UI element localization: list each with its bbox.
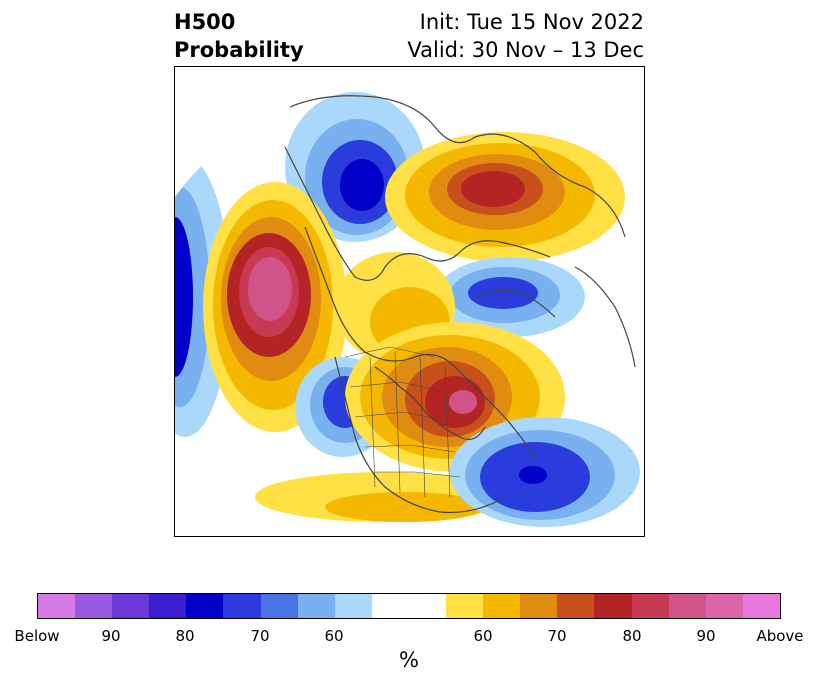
swatch-below-60: [334, 594, 372, 618]
swatch-above-90: [668, 594, 706, 618]
colorbar: [37, 593, 781, 619]
coastlines: [284, 95, 636, 514]
above-anomaly-pacific: [203, 182, 347, 432]
swatch-below-80: [186, 594, 224, 618]
state-borders: [344, 346, 461, 498]
swatch-above-65: [483, 594, 521, 618]
anomaly-field: [175, 92, 640, 527]
swatch-above-80: [594, 594, 632, 618]
tick-label-below-80: 80: [175, 627, 195, 645]
valid-range: Valid: 30 Nov – 13 Dec: [407, 38, 644, 62]
swatch-above-60: [446, 594, 484, 618]
tick-label-below-60: 60: [324, 627, 344, 645]
below-anomaly-atlantic: [435, 257, 585, 337]
swatch-below-65: [297, 594, 335, 618]
swatch-below-70: [260, 594, 298, 618]
tick-label-below-70: 70: [250, 627, 270, 645]
tick-label-above-90: 90: [696, 627, 716, 645]
swatch-above-75: [557, 594, 595, 618]
swatch-below-75: [223, 594, 261, 618]
swatch-above-70: [520, 594, 558, 618]
map-title: H500 Probability: [174, 8, 304, 64]
tick-label-above-70: 70: [547, 627, 567, 645]
tick-label-above: Above: [756, 627, 804, 645]
tick-label-below: Below: [14, 627, 60, 645]
map-subtitle: Init: Tue 15 Nov 2022 Valid: 30 Nov – 13…: [407, 8, 644, 64]
swatch-below-95: [75, 594, 113, 618]
swatch-above-85: [631, 594, 669, 618]
swatch-below-100: [38, 594, 76, 618]
above-anomaly-europe: [385, 132, 625, 262]
above-anomaly-east-america: [345, 322, 565, 472]
below-anomaly-north: [285, 92, 425, 242]
above-anomaly-south: [255, 472, 515, 522]
tick-label-above-80: 80: [622, 627, 642, 645]
colorbar-unit: %: [399, 648, 419, 672]
title-type: Probability: [174, 38, 304, 62]
swatch-neutral: [371, 594, 447, 618]
tick-label-below-90: 90: [101, 627, 121, 645]
map-canvas: [175, 92, 640, 527]
swatch-above-100: [742, 594, 780, 618]
title-variable: H500: [174, 10, 236, 34]
swatch-below-85: [149, 594, 187, 618]
init-date: Init: Tue 15 Nov 2022: [419, 10, 644, 34]
below-anomaly-west-edge: [175, 157, 230, 437]
swatch-above-95: [705, 594, 743, 618]
swatch-below-90: [112, 594, 150, 618]
below-anomaly-southeast: [450, 417, 640, 527]
tick-label-above-60: 60: [473, 627, 493, 645]
probability-map: [174, 66, 645, 537]
